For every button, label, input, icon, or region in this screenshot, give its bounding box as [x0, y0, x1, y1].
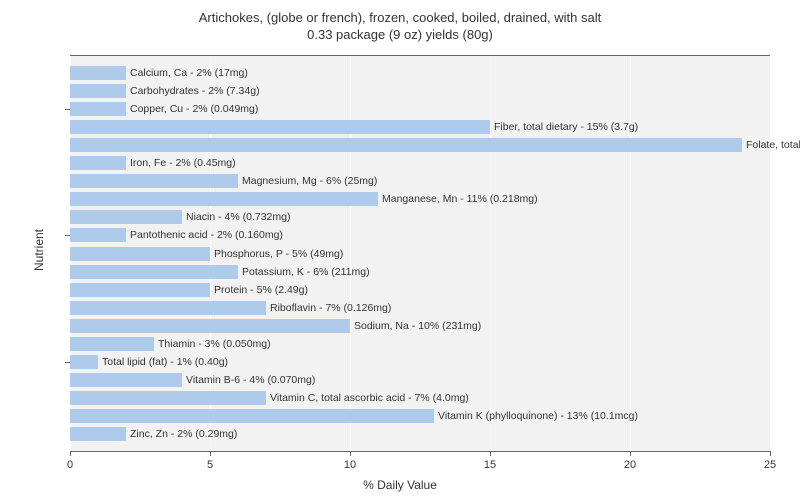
bar	[70, 247, 210, 261]
bar-label: Thiamin - 3% (0.050mg)	[154, 337, 271, 351]
bar-label: Zinc, Zn - 2% (0.29mg)	[126, 427, 237, 441]
y-tick	[65, 362, 70, 363]
bar	[70, 156, 126, 170]
bar	[70, 283, 210, 297]
bar-label: Carbohydrates - 2% (7.34g)	[126, 84, 260, 98]
bar-label: Protein - 5% (2.49g)	[210, 283, 308, 297]
bar-label: Total lipid (fat) - 1% (0.40g)	[98, 355, 228, 369]
bar	[70, 301, 266, 315]
bar-label: Phosphorus, P - 5% (49mg)	[210, 247, 343, 261]
chart-title: Artichokes, (globe or french), frozen, c…	[0, 0, 800, 44]
x-tick-label: 25	[764, 459, 776, 471]
x-tick	[70, 451, 71, 456]
bar-label: Iron, Fe - 2% (0.45mg)	[126, 156, 236, 170]
grid-line	[490, 56, 491, 451]
x-tick-label: 10	[344, 459, 356, 471]
bar	[70, 265, 238, 279]
bar	[70, 337, 154, 351]
bar-label: Vitamin C, total ascorbic acid - 7% (4.0…	[266, 391, 469, 405]
bar	[70, 391, 266, 405]
bar	[70, 138, 742, 152]
y-axis-label: Nutrient	[32, 229, 46, 271]
x-tick	[770, 451, 771, 456]
x-tick-label: 20	[624, 459, 636, 471]
bar	[70, 66, 126, 80]
bar-label: Vitamin B-6 - 4% (0.070mg)	[182, 373, 315, 387]
bar	[70, 210, 182, 224]
bar-label: Potassium, K - 6% (211mg)	[238, 265, 370, 279]
bar-label: Folate, total - 24% (95mcg)	[742, 138, 800, 152]
bar	[70, 319, 350, 333]
bar-label: Pantothenic acid - 2% (0.160mg)	[126, 228, 283, 242]
grid-line	[630, 56, 631, 451]
x-tick	[210, 451, 211, 456]
title-line-2: 0.33 package (9 oz) yields (80g)	[0, 27, 800, 44]
plot-area: 0510152025Calcium, Ca - 2% (17mg)Carbohy…	[70, 55, 770, 452]
bar	[70, 192, 378, 206]
bar	[70, 84, 126, 98]
y-tick	[65, 109, 70, 110]
x-tick-label: 15	[484, 459, 496, 471]
bar-label: Copper, Cu - 2% (0.049mg)	[126, 102, 258, 116]
bar	[70, 409, 434, 423]
x-tick-label: 0	[67, 459, 73, 471]
bar-label: Calcium, Ca - 2% (17mg)	[126, 66, 248, 80]
bar	[70, 373, 182, 387]
bar-label: Sodium, Na - 10% (231mg)	[350, 319, 481, 333]
bar	[70, 427, 126, 441]
bar-label: Niacin - 4% (0.732mg)	[182, 210, 290, 224]
x-tick	[490, 451, 491, 456]
bar	[70, 355, 98, 369]
chart-container: Artichokes, (globe or french), frozen, c…	[0, 0, 800, 500]
grid-line	[770, 56, 771, 451]
bar	[70, 174, 238, 188]
bar-label: Manganese, Mn - 11% (0.218mg)	[378, 192, 538, 206]
y-tick	[65, 235, 70, 236]
title-line-1: Artichokes, (globe or french), frozen, c…	[0, 10, 800, 27]
bar	[70, 228, 126, 242]
x-tick	[630, 451, 631, 456]
bar-label: Magnesium, Mg - 6% (25mg)	[238, 174, 377, 188]
bar-label: Fiber, total dietary - 15% (3.7g)	[490, 120, 638, 134]
bar	[70, 102, 126, 116]
x-axis-label: % Daily Value	[363, 478, 437, 492]
bar-label: Riboflavin - 7% (0.126mg)	[266, 301, 391, 315]
bar-label: Vitamin K (phylloquinone) - 13% (10.1mcg…	[434, 409, 638, 423]
x-tick	[350, 451, 351, 456]
x-tick-label: 5	[207, 459, 213, 471]
bar	[70, 120, 490, 134]
